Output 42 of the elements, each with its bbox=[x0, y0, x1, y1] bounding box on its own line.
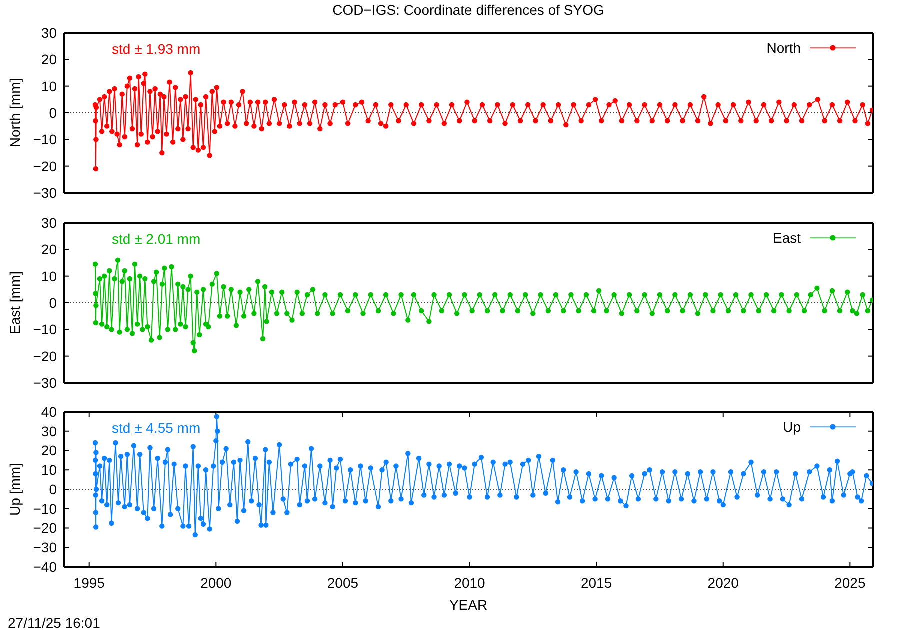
x-tick-label: 2020 bbox=[708, 574, 740, 591]
annotation: std ± 4.55 mm bbox=[112, 420, 201, 436]
y-tick-label: 10 bbox=[41, 462, 58, 478]
y-tick-label: 0 bbox=[49, 294, 58, 311]
text: 27/11/25 16:01 bbox=[8, 615, 100, 630]
x-tick-label: 2005 bbox=[327, 574, 359, 591]
y-tick-label: −20 bbox=[33, 520, 58, 536]
y-tick-label: −20 bbox=[33, 348, 58, 364]
y-tick-label: 30 bbox=[41, 24, 58, 41]
y-tick-label: −10 bbox=[33, 500, 58, 517]
y-tick-label: −40 bbox=[33, 558, 58, 575]
chart-title: COD−IGS: Coordinate differences of SYOG bbox=[332, 2, 606, 18]
y-tick-label: 30 bbox=[41, 214, 58, 231]
y-tick-label: −10 bbox=[33, 132, 58, 148]
y-tick-label: 20 bbox=[41, 442, 58, 459]
x-tick-label: 2000 bbox=[200, 574, 232, 591]
y-tick-label: 20 bbox=[41, 52, 58, 68]
y-tick-label: 10 bbox=[41, 78, 58, 94]
y-tick-label: 0 bbox=[49, 481, 58, 498]
x-tick-label: 1995 bbox=[74, 574, 106, 591]
legend-label: East bbox=[772, 230, 801, 246]
y-tick-label: 20 bbox=[41, 242, 58, 258]
y-tick-label: −10 bbox=[33, 322, 58, 338]
y-tick-label: 30 bbox=[41, 423, 58, 440]
x-tick-label: 2025 bbox=[834, 574, 866, 591]
annotation: std ± 1.93 mm bbox=[112, 41, 201, 57]
y-tick-label: −30 bbox=[33, 540, 58, 556]
legend-label: Up bbox=[783, 419, 801, 435]
y-tick-label: −30 bbox=[33, 184, 58, 201]
x-tick-label: 2015 bbox=[580, 574, 612, 591]
y-tick-label: 0 bbox=[49, 104, 58, 121]
y-tick-label: 10 bbox=[41, 268, 58, 284]
x-axis-title: YEAR bbox=[449, 597, 488, 613]
y-tick-label: 40 bbox=[41, 404, 58, 420]
annotation: std ± 2.01 mm bbox=[112, 231, 201, 247]
legend-label: North bbox=[766, 40, 801, 56]
y-axis-title: Up [mm] bbox=[6, 463, 23, 516]
y-tick-label: −30 bbox=[33, 374, 58, 391]
y-tick-label: −20 bbox=[33, 158, 58, 174]
y-axis-title: North [mm] bbox=[6, 78, 23, 148]
x-tick-label: 2010 bbox=[454, 574, 486, 591]
y-axis-title: East [mm] bbox=[6, 271, 23, 335]
